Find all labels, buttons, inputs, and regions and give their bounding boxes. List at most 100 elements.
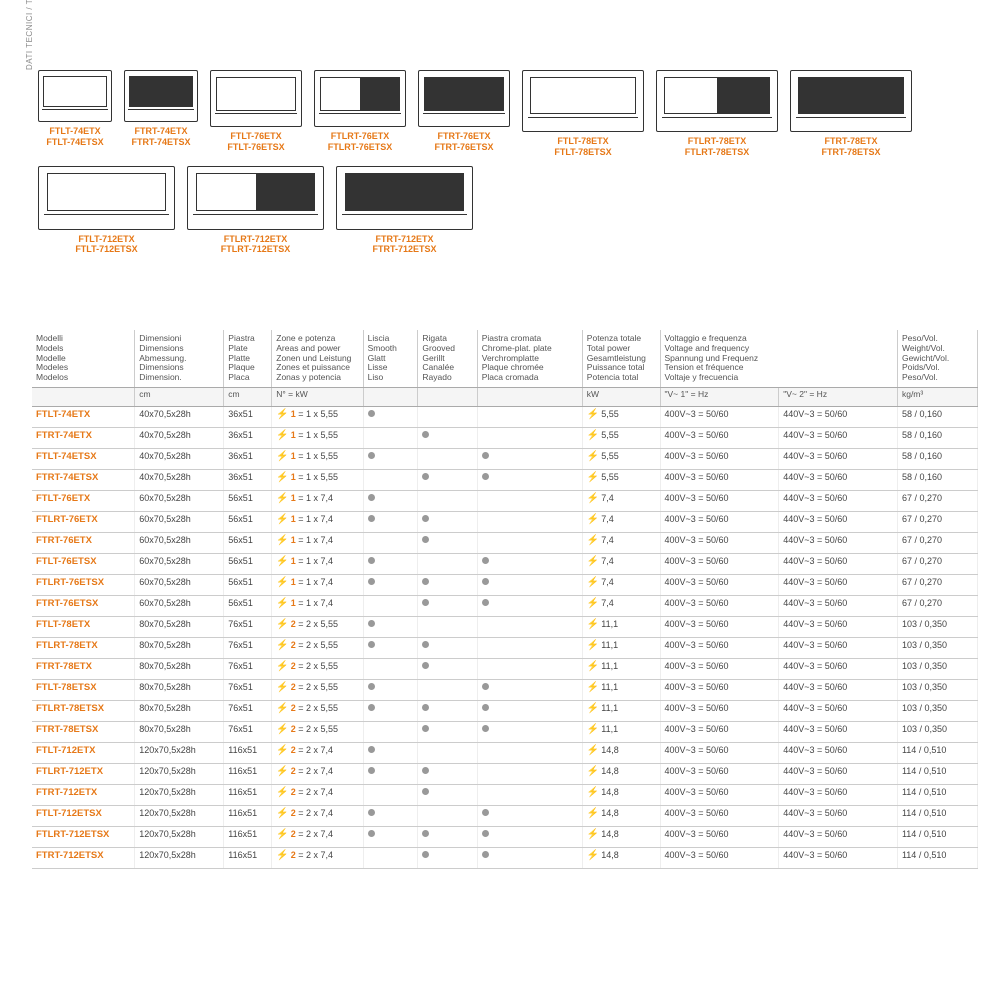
cell-smooth — [363, 427, 418, 448]
cell-dim: 60x70,5x28h — [135, 490, 224, 511]
product-drawing — [314, 70, 406, 127]
product-drawing — [124, 70, 198, 122]
cell-smooth — [363, 616, 418, 637]
cell-groove — [418, 595, 477, 616]
cell-groove — [418, 427, 477, 448]
cell-weight: 67 / 0,270 — [897, 574, 977, 595]
cell-chrome — [477, 553, 582, 574]
th-plate: Piastra Plate Platte Plaque Placa — [224, 330, 272, 387]
cell-zone: ⚡1 = 1 x 5,55 — [272, 427, 363, 448]
cell-model: FTRT-74ETSX — [32, 469, 135, 490]
cell-dim: 40x70,5x28h — [135, 448, 224, 469]
cell-zone: ⚡1 = 1 x 7,4 — [272, 490, 363, 511]
cell-plate: 56x51 — [224, 532, 272, 553]
cell-power: ⚡7,4 — [582, 511, 660, 532]
cell-chrome — [477, 763, 582, 784]
cell-v2: 440V~3 = 50/60 — [779, 826, 898, 847]
cell-power: ⚡7,4 — [582, 553, 660, 574]
cell-dim: 60x70,5x28h — [135, 574, 224, 595]
cell-model: FTRT-76ETSX — [32, 595, 135, 616]
product-row-1: FTLT-74ETX FTLT-74ETSX FTRT-74ETX FTRT-74… — [38, 70, 978, 158]
cell-plate: 56x51 — [224, 511, 272, 532]
cell-v1: 400V~3 = 50/60 — [660, 427, 779, 448]
cell-model: FTRT-78ETX — [32, 658, 135, 679]
cell-plate: 116x51 — [224, 826, 272, 847]
cell-dim: 120x70,5x28h — [135, 826, 224, 847]
product-label: FTRT-74ETX FTRT-74ETSX — [131, 126, 190, 148]
cell-model: FTRT-712ETSX — [32, 847, 135, 868]
product-drawing — [656, 70, 778, 132]
cell-dim: 120x70,5x28h — [135, 784, 224, 805]
cell-model: FTLRT-712ETX — [32, 763, 135, 784]
cell-zone: ⚡2 = 2 x 7,4 — [272, 826, 363, 847]
cell-smooth — [363, 721, 418, 742]
product-drawing — [418, 70, 510, 127]
cell-weight: 103 / 0,350 — [897, 637, 977, 658]
cell-plate: 56x51 — [224, 574, 272, 595]
th-model: Modelli Models Modelle Modeles Modelos — [32, 330, 135, 387]
cell-v2: 440V~3 = 50/60 — [779, 679, 898, 700]
product-label: FTLRT-78ETX FTLRT-78ETSX — [685, 136, 750, 158]
cell-v2: 440V~3 = 50/60 — [779, 406, 898, 427]
product-label: FTLT-74ETX FTLT-74ETSX — [46, 126, 103, 148]
cell-chrome — [477, 742, 582, 763]
th-volt: Voltaggio e frequenza Voltage and freque… — [660, 330, 897, 387]
cell-v2: 440V~3 = 50/60 — [779, 511, 898, 532]
cell-v1: 400V~3 = 50/60 — [660, 637, 779, 658]
cell-weight: 58 / 0,160 — [897, 406, 977, 427]
product-drawing — [336, 166, 473, 230]
cell-chrome — [477, 805, 582, 826]
u-plate: cm — [224, 387, 272, 406]
table-body: FTLT-74ETX40x70,5x28h36x51⚡1 = 1 x 5,55⚡… — [32, 406, 978, 868]
cell-weight: 103 / 0,350 — [897, 616, 977, 637]
cell-weight: 67 / 0,270 — [897, 553, 977, 574]
cell-dim: 120x70,5x28h — [135, 847, 224, 868]
cell-chrome — [477, 574, 582, 595]
cell-zone: ⚡1 = 1 x 7,4 — [272, 574, 363, 595]
cell-zone: ⚡2 = 2 x 7,4 — [272, 784, 363, 805]
cell-dim: 80x70,5x28h — [135, 679, 224, 700]
table-row: FTRT-76ETSX60x70,5x28h56x51⚡1 = 1 x 7,4⚡… — [32, 595, 978, 616]
cell-smooth — [363, 490, 418, 511]
cell-v1: 400V~3 = 50/60 — [660, 406, 779, 427]
cell-weight: 114 / 0,510 — [897, 847, 977, 868]
table-row: FTRT-74ETX40x70,5x28h36x51⚡1 = 1 x 5,55⚡… — [32, 427, 978, 448]
table-row: FTLT-78ETX80x70,5x28h76x51⚡2 = 2 x 5,55⚡… — [32, 616, 978, 637]
cell-power: ⚡11,1 — [582, 721, 660, 742]
cell-plate: 36x51 — [224, 427, 272, 448]
cell-v2: 440V~3 = 50/60 — [779, 553, 898, 574]
product-card: FTLT-76ETX FTLT-76ETSX — [210, 70, 302, 158]
table-row: FTLRT-76ETX60x70,5x28h56x51⚡1 = 1 x 7,4⚡… — [32, 511, 978, 532]
cell-v2: 440V~3 = 50/60 — [779, 448, 898, 469]
cell-plate: 56x51 — [224, 553, 272, 574]
cell-zone: ⚡2 = 2 x 7,4 — [272, 847, 363, 868]
cell-smooth — [363, 532, 418, 553]
cell-plate: 36x51 — [224, 469, 272, 490]
cell-power: ⚡14,8 — [582, 742, 660, 763]
cell-v1: 400V~3 = 50/60 — [660, 742, 779, 763]
cell-model: FTRT-76ETX — [32, 532, 135, 553]
cell-v1: 400V~3 = 50/60 — [660, 805, 779, 826]
cell-model: FTLT-712ETX — [32, 742, 135, 763]
cell-dim: 120x70,5x28h — [135, 805, 224, 826]
cell-v2: 440V~3 = 50/60 — [779, 805, 898, 826]
u-weight: kg/m³ — [897, 387, 977, 406]
cell-groove — [418, 763, 477, 784]
cell-weight: 58 / 0,160 — [897, 469, 977, 490]
table-row: FTLT-712ETSX120x70,5x28h116x51⚡2 = 2 x 7… — [32, 805, 978, 826]
cell-dim: 120x70,5x28h — [135, 763, 224, 784]
cell-weight: 114 / 0,510 — [897, 763, 977, 784]
product-card: FTLRT-76ETX FTLRT-76ETSX — [314, 70, 406, 158]
cell-plate: 56x51 — [224, 490, 272, 511]
cell-v1: 400V~3 = 50/60 — [660, 616, 779, 637]
cell-groove — [418, 553, 477, 574]
cell-chrome — [477, 847, 582, 868]
cell-groove — [418, 658, 477, 679]
product-card: FTLRT-712ETX FTLRT-712ETSX — [187, 166, 324, 256]
cell-dim: 80x70,5x28h — [135, 616, 224, 637]
u-zone: N° = kW — [272, 387, 363, 406]
cell-weight: 114 / 0,510 — [897, 784, 977, 805]
cell-groove — [418, 637, 477, 658]
cell-smooth — [363, 679, 418, 700]
cell-power: ⚡11,1 — [582, 700, 660, 721]
